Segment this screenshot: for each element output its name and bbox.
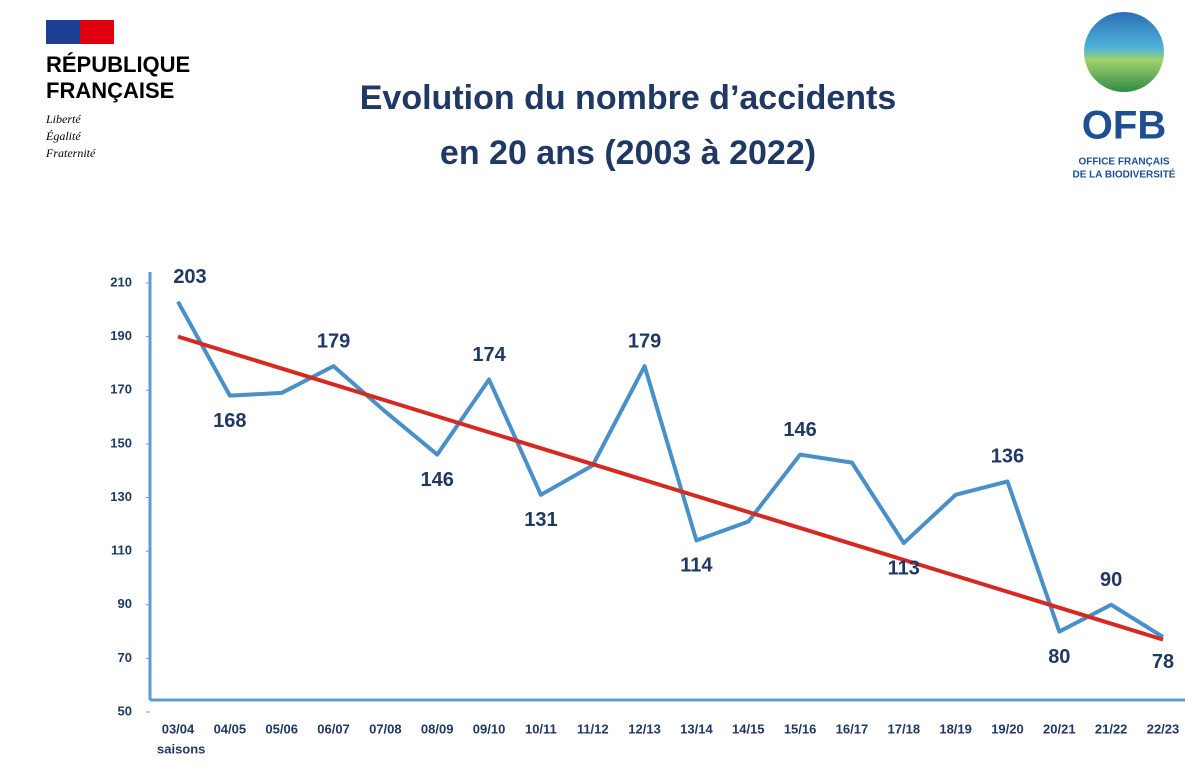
data-label: 113	[888, 557, 920, 579]
x-tick-label: 21/22	[1095, 721, 1128, 736]
x-tick-label: 14/15	[732, 721, 765, 736]
motto: Fraternité	[45, 146, 96, 160]
x-tick-label: 08/09	[421, 721, 454, 736]
trend-line	[177, 334, 1164, 642]
chart-title: Evolution du nombre d’accidents	[360, 79, 897, 117]
data-label: 179	[317, 330, 350, 352]
republic-text: RÉPUBLIQUE	[46, 52, 190, 77]
y-tick-label: 70	[118, 650, 132, 665]
y-tick-label: 50	[118, 703, 132, 718]
y-tick-label: 170	[110, 382, 132, 397]
data-label: 80	[1048, 646, 1070, 668]
y-tick-label: 110	[111, 543, 132, 558]
x-tick-label: 20/21	[1043, 721, 1076, 736]
x-tick-label: 05/06	[265, 721, 298, 736]
chart-title: en 20 ans (2003 à 2022)	[440, 134, 816, 172]
data-line	[176, 300, 1165, 639]
ofb-acronym: OFB	[1082, 104, 1166, 148]
data-label: 131	[524, 509, 557, 531]
x-tick-label: 19/20	[991, 721, 1024, 736]
x-tick-label: 13/14	[680, 721, 713, 736]
ofb-name: DE LA BIODIVERSITÉ	[1073, 168, 1176, 181]
data-label: 174	[472, 344, 506, 366]
x-tick-label: 10/11	[525, 721, 557, 736]
x-tick-label: 04/05	[214, 721, 247, 736]
x-tick-label: 06/07	[317, 721, 350, 736]
republic-logo: RÉPUBLIQUE FRANÇAISE Liberté Égalité Fra…	[45, 20, 190, 160]
flag-red	[80, 20, 114, 44]
x-axis-label: saisons	[157, 741, 205, 756]
y-tick-label: 190	[110, 328, 132, 343]
y-tick-label: 210	[110, 274, 132, 289]
data-label: 136	[991, 446, 1024, 468]
x-tick-label: 15/16	[784, 721, 817, 736]
x-tick-label: 09/10	[473, 721, 506, 736]
data-label: 78	[1152, 651, 1174, 673]
motto: Liberté	[45, 112, 81, 126]
motto: Égalité	[45, 129, 81, 143]
data-label: 146	[421, 469, 454, 491]
x-tick-label: 18/19	[939, 721, 972, 736]
data-label: 203	[173, 266, 206, 288]
republic-text: FRANÇAISE	[46, 78, 174, 103]
x-tick-label: 12/13	[628, 721, 661, 736]
ofb-logo: OFB OFFICE FRANÇAIS DE LA BIODIVERSITÉ	[1073, 12, 1176, 181]
x-tick-label: 17/18	[888, 721, 921, 736]
x-tick-label: 22/23	[1147, 721, 1180, 736]
flag-blue	[46, 20, 80, 44]
y-tick-label: 130	[110, 489, 132, 504]
ofb-name: OFFICE FRANÇAIS	[1078, 157, 1169, 168]
x-tick-label: 11/12	[577, 721, 609, 736]
x-tick-label: 03/04	[162, 721, 195, 736]
data-label: 90	[1100, 569, 1122, 591]
x-tick-label: 16/17	[836, 721, 869, 736]
data-label: 114	[680, 555, 713, 577]
data-label: 179	[628, 330, 661, 352]
ofb-circle	[1084, 12, 1164, 92]
y-tick-label: 90	[118, 596, 132, 611]
x-tick-label: 07/08	[369, 721, 402, 736]
data-label: 168	[213, 410, 246, 432]
y-tick-label: 150	[110, 435, 132, 450]
data-label: 146	[783, 419, 816, 441]
